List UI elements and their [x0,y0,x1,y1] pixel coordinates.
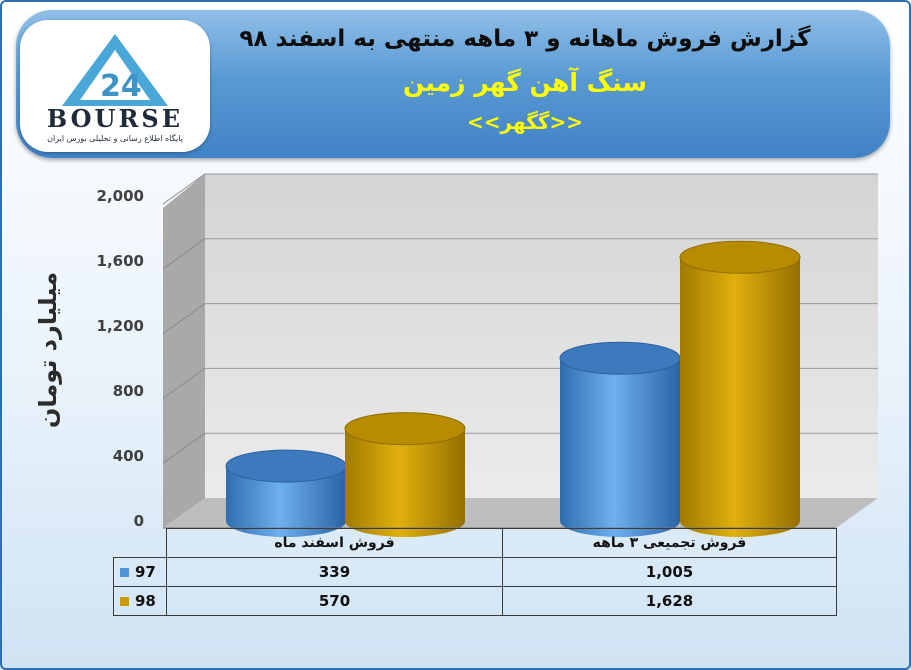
y-tick-1600: 1,600 [96,252,144,270]
bar-98-2 [679,240,801,537]
bar-top [225,449,347,483]
bourse24-logo: 24 BOURSE پایگاه اطلاع رسانی و تحلیلی بو… [20,20,210,152]
table-row-97: 97 339 1,005 [113,557,837,587]
bars [163,240,836,537]
table-corner [114,529,167,558]
bar-body [226,466,346,537]
ticker-symbol: <<گگهر>> [467,110,583,134]
logo-mountain-icon: 24 [62,34,168,106]
company-name: سنگ آهن گهر زمین [402,68,648,97]
y-tick-800: 800 [112,382,144,400]
data-label-98-2: 1,628 [502,586,837,616]
legend-label-98: 98 [135,592,156,610]
logo-number: 24 [100,69,142,104]
bar-body [560,358,680,537]
gridline-side [162,173,206,205]
table-header-row: فروش اسفند ماه فروش تجمیعی ۳ ماهه [114,528,837,558]
category-label-2: فروش تجمیعی ۳ ماهه [502,528,837,558]
bar-top [559,341,681,375]
plot-side-wall [163,174,205,528]
data-table: فروش اسفند ماه فروش تجمیعی ۳ ماهه 97 339… [113,528,837,616]
category-label-1: فروش اسفند ماه [166,528,503,558]
legend-swatch-98 [120,597,129,606]
bar-97-1 [225,449,347,537]
chart-title: گزارش فروش ماهانه و ۳ ماهه منتهی به اسفن… [239,26,811,52]
legend-entry-98: 98 [113,586,167,616]
y-tick-1200: 1,200 [96,317,144,335]
bar-body [345,428,465,537]
legend-swatch-97 [120,568,129,577]
gridline-side [162,432,206,464]
bar-top [679,240,801,274]
legend-label-97: 97 [135,563,156,581]
bar-98-1 [344,412,466,537]
y-tick-2000: 2,000 [96,187,144,205]
y-tick-400: 400 [112,447,144,465]
bar-body [680,257,800,537]
data-label-98-1: 570 [166,586,503,616]
logo-tagline: پایگاه اطلاع رسانی و تحلیلی بورس ایران [47,134,183,143]
legend-entry-97: 97 [113,557,167,587]
table-row-98: 98 570 1,628 [113,586,837,616]
gridline-side [162,303,206,335]
y-tick-0: 0 [133,512,144,530]
data-label-97-2: 1,005 [502,557,837,587]
bar-97-2 [559,341,681,537]
gridline-side [162,367,206,399]
bar-top [344,412,466,446]
logo-word: BOURSE [46,104,184,133]
gridline-side [162,238,206,270]
data-label-97-1: 339 [166,557,503,587]
